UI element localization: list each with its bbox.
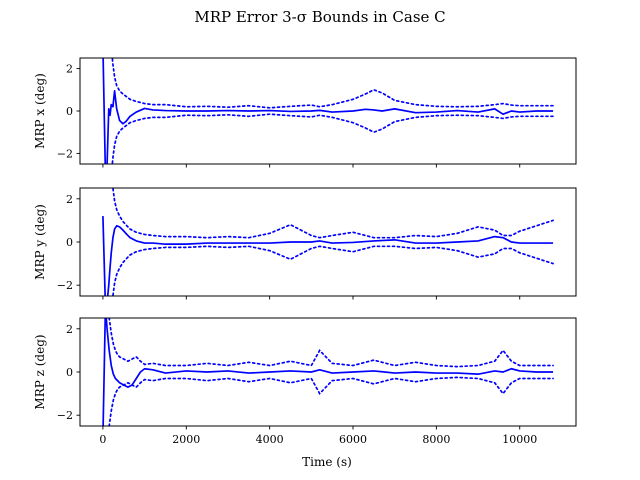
y-tick-label: −2: [57, 147, 73, 160]
y-tick-label: 0: [66, 236, 73, 249]
lower-3sigma-bound-line: [111, 113, 554, 164]
upper-3sigma-bound-line: [108, 318, 554, 368]
y-tick-label: 0: [66, 105, 73, 118]
y-tick-label: 2: [66, 193, 73, 206]
y-tick-label: −2: [57, 279, 73, 292]
estimate-error-line: [102, 318, 554, 426]
lower-3sigma-bound-line: [112, 245, 554, 296]
upper-3sigma-bound-line: [111, 58, 554, 109]
x-tick-label: 4000: [256, 433, 284, 446]
x-tick-label: 8000: [422, 433, 450, 446]
plot-area: [102, 188, 554, 296]
subplot-1: −2 0 2 MRP x (deg): [33, 57, 577, 168]
estimate-error-line: [102, 58, 554, 164]
x-tick-label: 0: [99, 433, 106, 446]
estimate-error-line: [102, 216, 554, 296]
y-tick-label: −2: [57, 409, 73, 422]
figure-title: MRP Error 3-σ Bounds in Case C: [194, 8, 445, 26]
y-tick-label: 0: [66, 366, 73, 379]
x-tick-label: 10000: [502, 433, 537, 446]
plot-area: [102, 58, 554, 164]
y-axis-label: MRP z (deg): [33, 334, 47, 409]
y-axis-label: MRP y (deg): [33, 204, 47, 280]
x-tick-label: 2000: [172, 433, 200, 446]
upper-3sigma-bound-line: [112, 188, 554, 239]
x-tick-label: 6000: [339, 433, 367, 446]
y-tick-label: 2: [66, 323, 73, 336]
subplot-3: −2 0 2 0 2000 4000 6000 8000 10000 MRP z (deg): [33, 317, 577, 446]
lower-3sigma-bound-line: [108, 376, 554, 426]
subplots: −2 0 2 MRP x (deg) −2 0 2 MRP y (deg) −2 0 2 0 2000 4…: [33, 57, 577, 446]
y-tick-label: 2: [66, 63, 73, 76]
subplot-2: −2 0 2 MRP y (deg): [33, 187, 577, 300]
plot-area: [102, 318, 554, 426]
x-axis-label: Time (s): [302, 455, 352, 469]
y-axis-label: MRP x (deg): [33, 73, 47, 149]
